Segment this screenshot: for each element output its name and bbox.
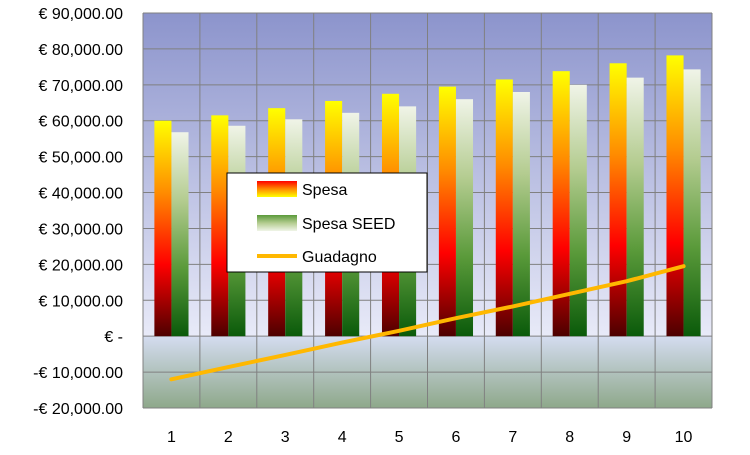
bar-spesa-seed xyxy=(683,69,701,337)
bar-spesa-seed xyxy=(512,92,530,337)
bar-spesa xyxy=(666,55,684,337)
bar-spesa-seed xyxy=(171,132,189,337)
bar-spesa xyxy=(495,79,513,337)
bar-spesa xyxy=(552,71,570,337)
legend-label-spesa-seed: Spesa SEED xyxy=(302,216,395,233)
legend-swatch-spesa xyxy=(257,181,297,197)
line-guadagno xyxy=(169,264,686,382)
y-tick-label: € 90,000.00 xyxy=(38,6,123,23)
y-tick-label: € 70,000.00 xyxy=(38,78,123,95)
y-axis-tick-labels: € 90,000.00 € 80,000.00 € 70,000.00 € 60,00… xyxy=(33,6,123,418)
y-tick-label: € 20,000.00 xyxy=(38,257,123,274)
x-tick-label: 7 xyxy=(508,429,517,446)
x-tick-label: 6 xyxy=(451,429,460,446)
x-tick-label: 5 xyxy=(395,429,404,446)
y-tick-label: -€ 20,000.00 xyxy=(33,401,123,418)
y-tick-label: € 40,000.00 xyxy=(38,186,123,203)
bar-spesa xyxy=(211,115,229,337)
y-tick-label: € 80,000.00 xyxy=(38,42,123,59)
legend: Spesa Spesa SEED Guadagno xyxy=(226,172,428,273)
x-tick-label: 3 xyxy=(281,429,290,446)
x-tick-label: 8 xyxy=(565,429,574,446)
y-tick-label: € 50,000.00 xyxy=(38,150,123,167)
bar-spesa-seed xyxy=(626,77,644,337)
bar-spesa xyxy=(154,120,172,337)
bar-spesa-seed xyxy=(455,99,474,337)
x-tick-label: 1 xyxy=(167,429,176,446)
bar-spesa xyxy=(609,63,627,337)
legend-label-guadagno: Guadagno xyxy=(302,249,377,266)
legend-swatch-spesa-seed xyxy=(257,215,297,231)
legend-label-spesa: Spesa xyxy=(302,182,347,199)
bar-spesa xyxy=(438,86,456,337)
x-axis-tick-labels: 1 2 3 4 5 6 7 8 9 10 xyxy=(167,429,693,446)
y-tick-label: € - xyxy=(104,329,123,346)
line-layer xyxy=(169,264,686,382)
x-tick-label: 4 xyxy=(338,429,347,446)
x-tick-label: 10 xyxy=(675,429,693,446)
x-tick-label: 2 xyxy=(224,429,233,446)
bar-spesa-seed xyxy=(569,84,587,337)
y-tick-label: € 10,000.00 xyxy=(38,293,123,310)
y-tick-label: € 60,000.00 xyxy=(38,114,123,131)
x-tick-label: 9 xyxy=(622,429,631,446)
y-tick-label: -€ 10,000.00 xyxy=(33,365,123,382)
y-tick-label: € 30,000.00 xyxy=(38,221,123,238)
